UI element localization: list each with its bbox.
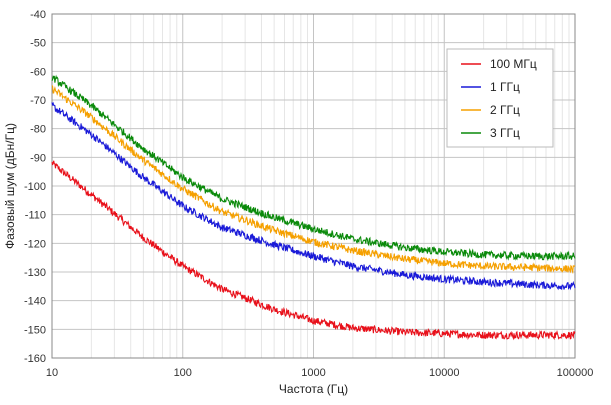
y-tick-label: -60: [30, 66, 46, 78]
legend-box: [446, 48, 554, 148]
legend-label: 100 МГц: [490, 57, 537, 71]
y-tick-label: -120: [24, 238, 46, 250]
y-tick-label: -110: [25, 210, 46, 222]
x-tick-label: 1000: [301, 367, 325, 379]
x-tick-label: 100: [174, 367, 192, 379]
series-line-4: [51, 74, 576, 262]
y-tick-label: -140: [24, 296, 46, 308]
y-tick-label: -90: [30, 152, 46, 164]
legend-label: 1 ГГц: [490, 80, 520, 94]
x-axis-ticks: 10 100 1000 10000 100000: [46, 367, 593, 379]
y-tick-label: -130: [24, 267, 46, 279]
legend: 100 МГц 1 ГГц 2 ГГц 3 ГГц: [446, 48, 554, 148]
y-tick-label: -70: [30, 95, 46, 107]
x-tick-label: 10000: [429, 367, 460, 379]
series-layer: [51, 74, 576, 341]
x-axis-title: Частота (Гц): [279, 382, 348, 396]
y-axis-ticks: -40 -50 -60 -70 -80 -90 -100 -110 -120 -130 -140 -1…: [24, 9, 46, 365]
x-tick-label: 10: [46, 367, 58, 379]
plot-frame: [51, 13, 576, 359]
y-tick-label: -40: [30, 9, 46, 21]
x-tick-label: 100000: [557, 367, 594, 379]
y-tick-label: -160: [24, 353, 46, 365]
series-line-2: [51, 101, 576, 291]
series-line-1: [51, 160, 576, 341]
legend-label: 3 ГГц: [490, 126, 520, 140]
y-tick-label: -50: [30, 38, 46, 50]
legend-label: 2 ГГц: [490, 103, 520, 117]
y-tick-label: -80: [30, 124, 46, 136]
series-line-3: [51, 85, 576, 275]
y-tick-label: -150: [24, 324, 46, 336]
y-tick-label: -100: [24, 181, 46, 193]
y-axis-title: Фазовый шум (дБн/Гц): [3, 123, 17, 249]
